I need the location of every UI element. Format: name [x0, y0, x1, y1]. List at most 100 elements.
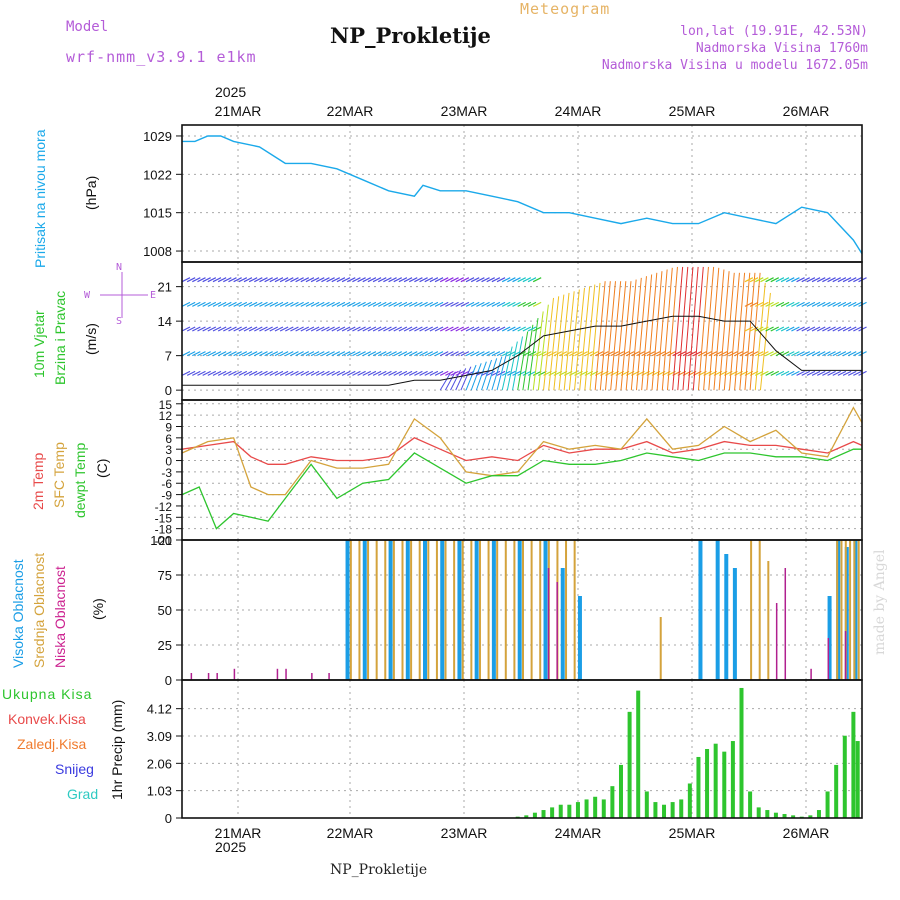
cloud_low-bar	[328, 673, 330, 680]
wind-barb	[290, 351, 299, 357]
wind-barb	[207, 277, 217, 283]
wind-barb	[450, 370, 459, 376]
wind-barb	[424, 326, 434, 332]
wind-barb	[223, 326, 232, 332]
wind-barb	[408, 351, 418, 357]
wind-barb	[806, 370, 816, 376]
wind-barb	[522, 370, 532, 376]
y-tick-label: 6	[165, 432, 172, 446]
wind-barb	[512, 336, 524, 391]
wind-barb	[780, 370, 790, 376]
wind-barb	[708, 267, 720, 391]
cloud_mid-bar	[401, 540, 404, 680]
wind-barb	[460, 351, 470, 357]
cloud_high-bar	[345, 540, 350, 680]
cloud_high-bar	[732, 568, 737, 680]
wind-barb	[377, 326, 387, 332]
wind-barb	[197, 277, 206, 283]
wind-barb	[780, 326, 790, 332]
wind-barb	[517, 370, 526, 376]
wind-barb	[403, 326, 413, 332]
wind-barb	[279, 277, 289, 283]
model-name: wrf-nmm_v3.9.1 e1km	[66, 48, 257, 66]
wind-barb	[295, 370, 304, 376]
pressure-ylabel: Pritisak na nivou mora	[32, 129, 48, 268]
y-tick-label: 25	[158, 638, 172, 653]
wind-barb	[827, 326, 836, 332]
wind-barb	[264, 301, 273, 307]
wind-barb	[212, 326, 222, 332]
top-day-label: 25MAR	[669, 103, 716, 119]
wind-barb	[254, 351, 263, 357]
cloud_mid-bar	[470, 540, 473, 680]
wind-barb	[248, 370, 258, 376]
wind-barb	[832, 326, 842, 332]
cloud_high-bar	[405, 540, 410, 680]
wind-barb	[414, 351, 423, 357]
wind-barb	[791, 301, 800, 307]
wind-barb	[728, 272, 740, 391]
y-tick-label: 14	[158, 314, 172, 329]
wind-barb	[455, 368, 467, 391]
wind-barb	[248, 301, 258, 307]
wind-barb	[243, 277, 253, 283]
top-day-label: 21MAR	[215, 103, 262, 119]
wind-barb	[460, 366, 472, 391]
wind-barb	[486, 301, 495, 307]
wind-barb	[599, 281, 611, 391]
wind-barb	[801, 370, 811, 376]
wind-barb	[398, 277, 408, 283]
wind-barb	[269, 277, 279, 283]
wind-barb	[822, 301, 831, 307]
wind-barb	[186, 277, 196, 283]
cloud_mid-bar	[435, 540, 438, 680]
cloud_mid-bar	[513, 540, 516, 680]
y-tick-label: 75	[158, 568, 172, 583]
wind-barb	[816, 351, 826, 357]
watermark: made by Angel	[872, 549, 888, 656]
wind-barb	[331, 351, 341, 357]
wind-barb	[269, 351, 279, 357]
cloud_mid-bar	[410, 540, 413, 680]
cloud_high-bar	[724, 554, 729, 680]
wind-barb	[496, 277, 506, 283]
wind-barb	[610, 281, 622, 391]
precip-bar	[653, 802, 658, 818]
wind-barb	[579, 286, 591, 391]
wind-barb	[806, 277, 816, 283]
bottom-day-label: 26MAR	[783, 825, 830, 841]
wind-barb	[522, 301, 532, 307]
wind-barb	[429, 351, 439, 357]
wind-barb	[192, 370, 201, 376]
wind-barb	[765, 370, 774, 376]
wind-barb	[357, 351, 366, 357]
wind-barb	[548, 296, 560, 391]
wind-barb	[496, 326, 506, 332]
wind-barb	[321, 370, 330, 376]
wind-barb	[667, 351, 676, 357]
wind-barb	[254, 301, 263, 307]
wind-barb	[197, 351, 206, 357]
wind-barb	[310, 301, 320, 307]
wind-barb	[718, 351, 728, 357]
precip-bar	[851, 711, 856, 818]
wind-barb	[455, 351, 464, 357]
wind-barb	[367, 370, 377, 376]
wind-barb	[491, 277, 501, 283]
wind-barb	[749, 272, 761, 391]
wind-barb	[522, 324, 534, 391]
sfc-line	[181, 406, 863, 496]
wind-barb	[672, 351, 681, 357]
wind-barb	[780, 351, 790, 357]
wind-barb	[754, 277, 764, 283]
wind-barb	[770, 370, 780, 376]
cloud_mid-bar	[444, 540, 447, 680]
precip-bar	[756, 807, 761, 818]
precip-bar	[791, 815, 796, 818]
wind-barb	[202, 351, 211, 357]
wind-barb	[408, 277, 418, 283]
wind-barb	[501, 301, 511, 307]
wind-barb	[212, 277, 222, 283]
wind-barb	[336, 326, 346, 332]
wind-barb	[775, 326, 785, 332]
